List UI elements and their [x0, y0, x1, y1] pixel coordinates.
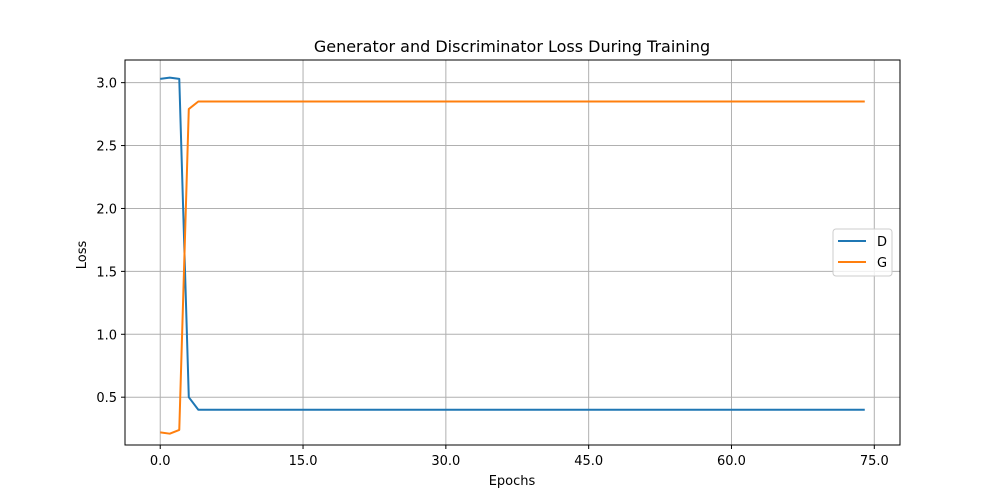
y-tick-label: 0.5 — [96, 391, 117, 406]
axis-ticks: 0.0 15.0 30.0 45.0 60.0 75.0 0.5 1.0 1.5 2.0 2.5 3.… — [96, 77, 888, 469]
grid — [125, 60, 900, 445]
y-axis-label: Loss — [75, 241, 90, 270]
legend-label-g: G — [877, 256, 887, 271]
x-tick-label: 15.0 — [289, 454, 318, 469]
x-tick-label: 75.0 — [860, 454, 889, 469]
x-axis-label: Epochs — [489, 474, 536, 489]
chart-title: Generator and Discriminator Loss During … — [314, 37, 710, 56]
y-tick-label: 2.0 — [96, 202, 117, 217]
plot-area-frame — [124, 59, 901, 446]
legend: DG — [832, 228, 893, 277]
x-tick-label: 60.0 — [717, 454, 746, 469]
series-line-g — [160, 100, 865, 435]
legend-label-d: D — [877, 235, 887, 250]
y-tick-label: 2.5 — [96, 140, 117, 155]
y-tick-label: 1.0 — [96, 328, 117, 343]
y-tick-label: 3.0 — [96, 77, 117, 92]
series-lines — [160, 76, 865, 435]
y-tick-label: 1.5 — [96, 265, 117, 280]
x-tick-label: 0.0 — [150, 454, 171, 469]
x-tick-label: 45.0 — [574, 454, 603, 469]
x-tick-label: 30.0 — [431, 454, 460, 469]
